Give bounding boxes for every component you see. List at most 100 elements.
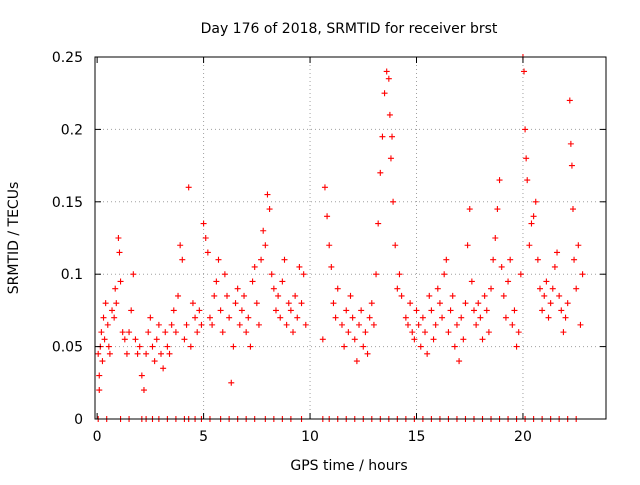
data-point [404,321,411,328]
data-point [296,263,303,270]
data-point [532,198,539,205]
data-point [530,213,537,220]
data-point [164,343,171,350]
data-point [462,300,469,307]
grid-lines [95,57,606,419]
data-point [145,329,152,336]
data-point [479,336,486,343]
data-point [101,336,108,343]
data-point [466,206,473,213]
data-point [492,235,499,241]
data-point [490,256,497,263]
data-point [215,256,222,263]
data-point [362,329,369,336]
y-tick-label: 0.05 [52,340,83,356]
data-point [98,329,105,336]
data-point [258,256,265,263]
data-point [251,263,258,270]
data-point [551,263,558,270]
data-point [523,155,530,162]
data-point [132,336,139,343]
data-point [358,307,365,314]
data-point [456,358,463,365]
data-point [155,321,162,328]
data-point [447,307,454,314]
data-point [502,314,509,321]
data-point [560,329,567,336]
data-point [211,292,218,299]
data-point [375,220,382,227]
data-point [192,314,199,321]
data-point [500,292,507,299]
data-point [99,358,106,365]
data-point [449,292,456,299]
data-point [445,329,452,336]
data-point [402,314,409,321]
data-point [109,307,116,314]
data-point [204,249,211,256]
x-tick-labels: 0 5 10 15 20 [93,429,532,445]
data-point [106,350,113,357]
data-point [196,307,203,314]
data-point [189,300,196,307]
data-point [140,387,147,394]
data-point [166,350,173,357]
data-point [573,285,580,292]
data-point [321,184,328,191]
data-point [515,329,522,336]
data-point [183,321,190,328]
y-tick-label: 0.1 [61,267,83,283]
data-point [162,329,169,336]
data-point [383,68,390,75]
data-point [419,314,426,321]
data-point [168,321,175,328]
data-point [113,300,120,307]
data-point [247,343,254,350]
data-point [279,278,286,285]
data-point [464,242,471,249]
data-point [253,300,260,307]
data-point [330,300,337,307]
data-point [181,336,188,343]
data-point [134,350,141,357]
data-point [521,68,528,75]
data-point [524,177,531,184]
data-point [213,278,220,285]
data-point [224,292,231,299]
data-point [432,321,439,328]
data-point [272,307,279,314]
data-point [381,90,388,97]
data-point [260,227,267,234]
data-point [441,271,448,278]
data-point [343,307,350,314]
data-point [379,133,386,140]
data-point [534,256,541,263]
data-point [136,343,143,350]
data-point [558,307,565,314]
data-point [356,321,363,328]
data-point [547,300,554,307]
y-tick-label: 0.15 [52,195,83,211]
data-point [513,343,520,350]
data-point [481,292,488,299]
data-point [398,292,405,299]
data-point [409,329,416,336]
data-point [364,350,371,357]
data-point [206,314,213,321]
data-point [434,285,441,292]
data-point [115,235,122,241]
data-point [264,191,271,198]
data-point [511,307,518,314]
data-point [287,307,294,314]
data-point [460,336,467,343]
data-point [130,271,137,278]
data-point [353,358,360,365]
data-point [422,329,429,336]
data-point [95,350,102,357]
data-point [368,300,375,307]
data-point [566,97,573,104]
data-point [236,321,243,328]
data-point [439,314,446,321]
data-point [332,314,339,321]
